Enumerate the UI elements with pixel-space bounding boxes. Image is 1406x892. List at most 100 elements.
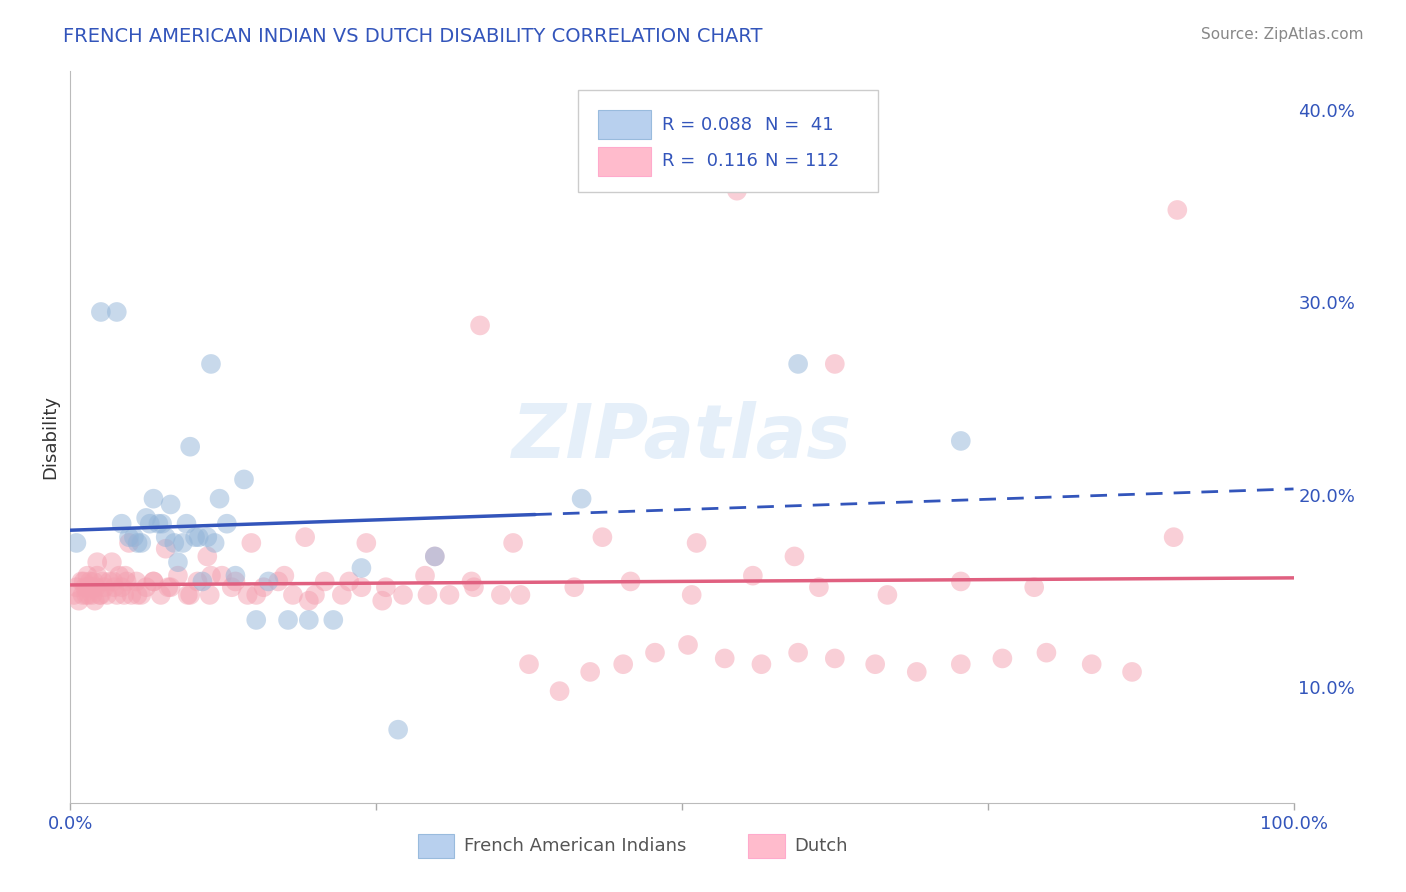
Point (612, 657, 634, 672)
Text: Source: ZipAtlas.com: Source: ZipAtlas.com (1201, 27, 1364, 42)
Point (751, 657, 773, 672)
FancyBboxPatch shape (578, 90, 877, 192)
Point (236, 588, 259, 602)
Point (1035, 646, 1057, 660)
Point (392, 588, 415, 602)
Point (86, 568, 108, 582)
Point (191, 574, 214, 589)
Point (502, 536, 524, 550)
Point (179, 588, 201, 602)
Point (86, 555, 108, 569)
Point (118, 530, 141, 544)
Point (1024, 580, 1046, 594)
Point (294, 530, 316, 544)
FancyBboxPatch shape (418, 833, 454, 858)
Point (139, 516, 162, 531)
Point (111, 516, 134, 531)
Point (142, 574, 165, 589)
Point (90, 588, 112, 602)
FancyBboxPatch shape (598, 146, 651, 176)
Point (195, 549, 218, 564)
Point (991, 651, 1014, 665)
Point (172, 536, 194, 550)
Text: R = 0.088: R = 0.088 (662, 116, 752, 134)
Point (1080, 657, 1102, 672)
Point (149, 588, 172, 602)
Point (184, 530, 207, 544)
Point (163, 536, 186, 550)
Point (905, 665, 928, 679)
Point (187, 530, 209, 544)
Point (135, 511, 157, 525)
Point (179, 440, 201, 454)
Point (571, 491, 593, 506)
Point (125, 574, 148, 589)
Point (122, 530, 145, 544)
Y-axis label: Disability: Disability (41, 395, 59, 479)
Point (322, 613, 344, 627)
Point (273, 568, 295, 582)
Point (83, 593, 105, 607)
Point (96, 588, 118, 602)
Point (413, 568, 436, 582)
Point (159, 498, 181, 512)
Point (423, 549, 446, 564)
Point (215, 516, 238, 531)
Point (177, 588, 200, 602)
Point (82, 588, 104, 602)
Point (548, 684, 571, 698)
Point (725, 184, 748, 198)
Text: French American Indians: French American Indians (464, 837, 686, 855)
Point (463, 580, 485, 594)
Point (562, 580, 585, 594)
Point (314, 574, 336, 589)
Point (787, 646, 810, 660)
Point (118, 536, 141, 550)
Point (73, 574, 96, 589)
Point (101, 555, 124, 569)
Point (517, 657, 540, 672)
Point (224, 568, 246, 582)
Point (1163, 530, 1185, 544)
Point (84, 580, 107, 594)
Point (371, 593, 394, 607)
Text: ZIPatlas: ZIPatlas (512, 401, 852, 474)
Text: R =  0.116: R = 0.116 (662, 153, 758, 170)
Point (200, 357, 222, 371)
Point (114, 568, 136, 582)
Text: Dutch: Dutch (794, 837, 848, 855)
Point (863, 657, 886, 672)
Point (83, 574, 105, 589)
Point (468, 318, 491, 333)
Point (159, 580, 181, 594)
Point (65, 536, 87, 550)
Point (685, 536, 707, 550)
Point (127, 536, 149, 550)
Point (949, 657, 972, 672)
Point (489, 588, 512, 602)
Point (676, 638, 699, 652)
Point (579, 665, 602, 679)
Point (221, 580, 243, 594)
Point (681, 588, 703, 602)
Point (252, 580, 274, 594)
Point (101, 574, 124, 589)
Point (142, 574, 165, 589)
Point (330, 588, 353, 602)
Point (509, 588, 531, 602)
Point (619, 574, 641, 589)
Point (108, 568, 131, 582)
Point (129, 588, 152, 602)
Point (186, 574, 208, 589)
Point (73, 580, 96, 594)
FancyBboxPatch shape (748, 833, 785, 858)
Point (713, 651, 735, 665)
Point (277, 613, 299, 627)
Point (129, 536, 152, 550)
Point (824, 357, 846, 371)
Point (337, 574, 360, 589)
Point (80, 580, 103, 594)
Point (91, 574, 114, 589)
Point (65, 580, 87, 594)
Point (127, 588, 149, 602)
